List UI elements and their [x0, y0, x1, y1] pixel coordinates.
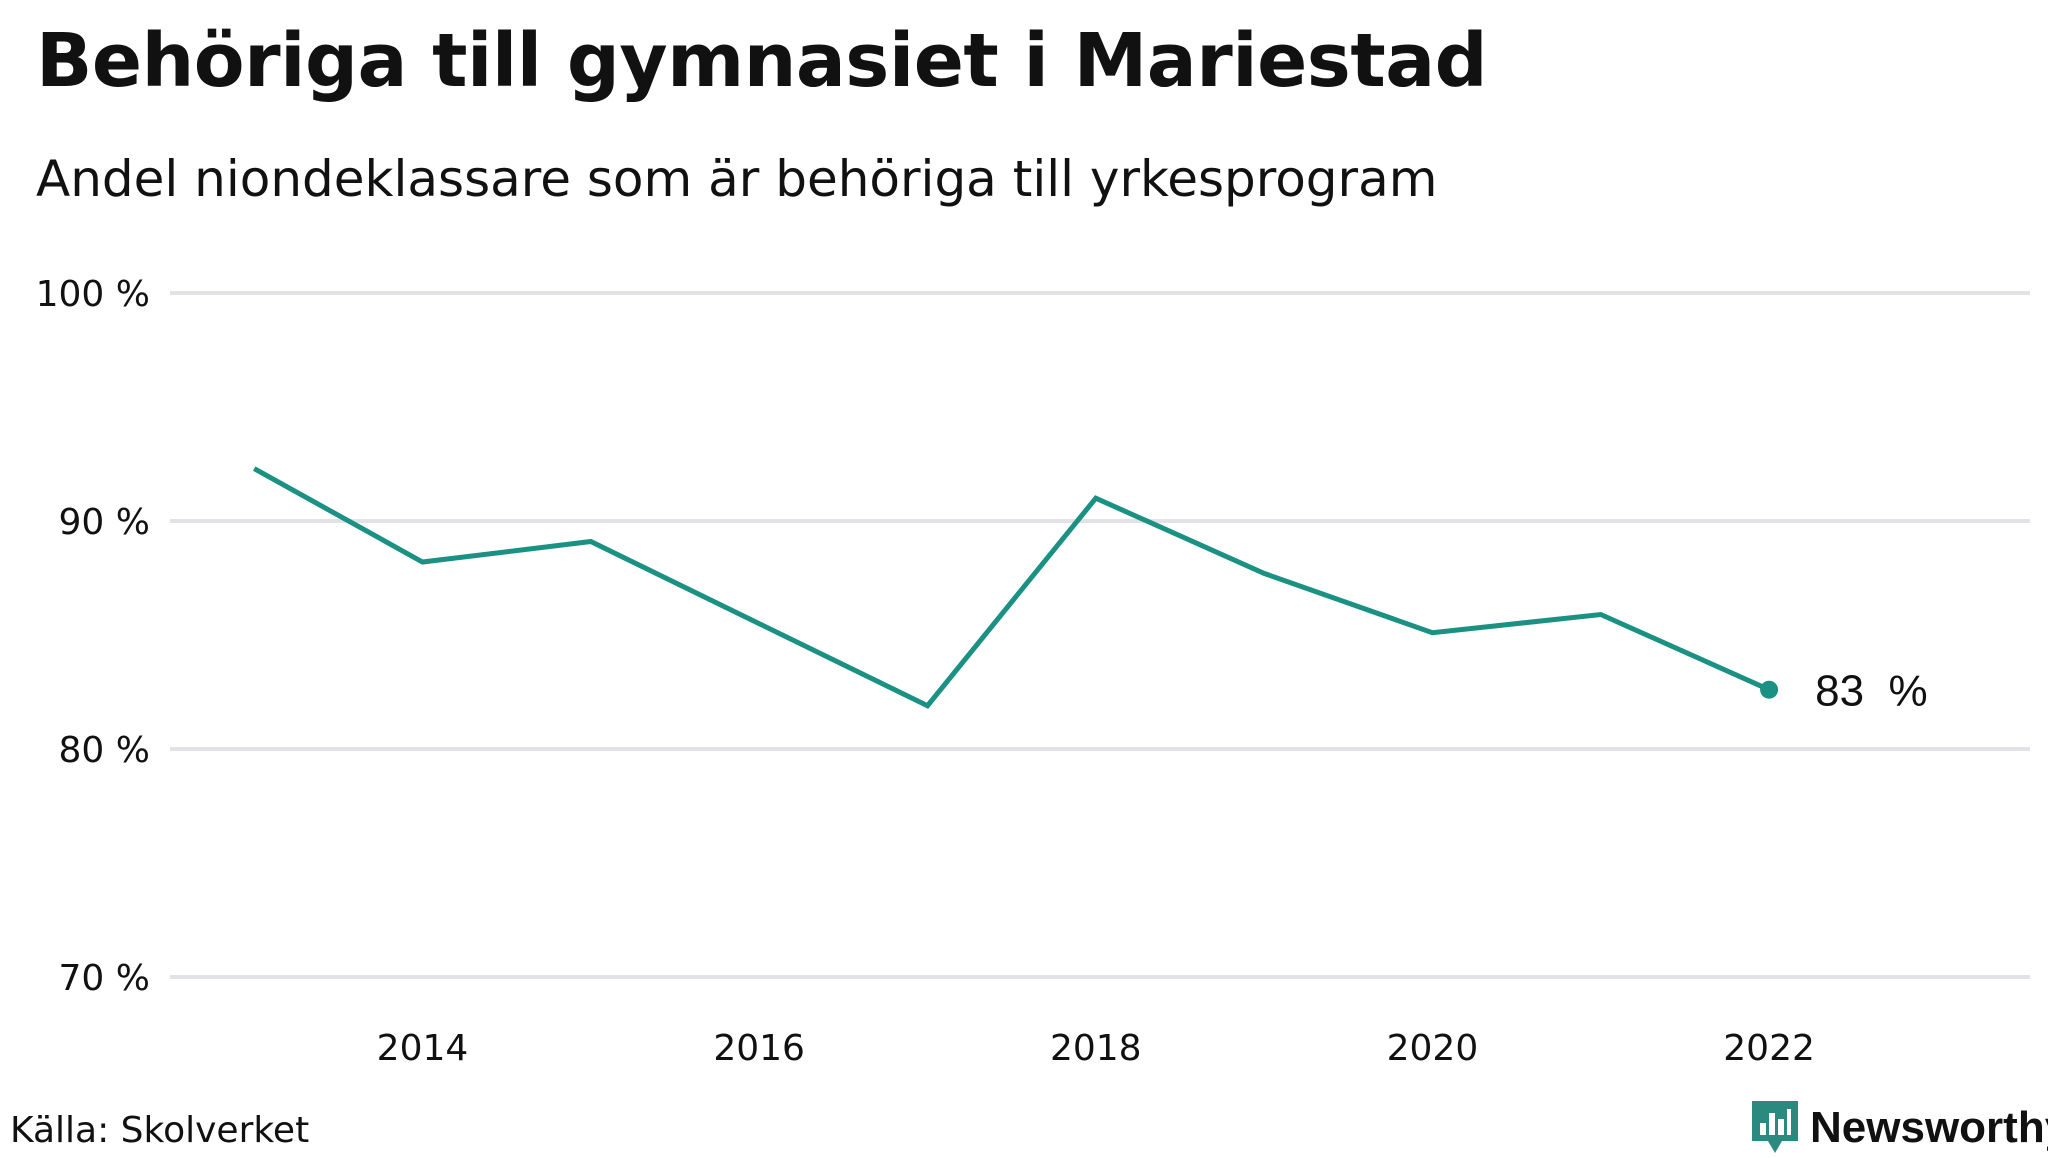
source-note: Källa: Skolverket — [10, 1110, 310, 1151]
y-tick-label: 90 % — [59, 502, 150, 543]
y-tick-label: 70 % — [59, 958, 150, 999]
x-tick-label: 2022 — [1723, 1028, 1815, 1069]
newsworthy-logo-icon — [1752, 1101, 1798, 1153]
brand-logo: Newsworthy — [1752, 1098, 2048, 1158]
x-axis-labels: 2014 2016 2018 2020 2022 — [377, 1028, 1815, 1069]
series-layer: 83 % — [252, 466, 1928, 716]
y-tick-label: 100 % — [36, 274, 150, 315]
x-tick-label: 2018 — [1050, 1028, 1142, 1069]
y-axis-labels: 100 % 90 % 80 % 70 % — [36, 274, 150, 999]
chart-title: Behöriga till gymnasiet i Mariestad — [36, 18, 1488, 104]
series-line — [252, 466, 1771, 709]
y-tick-label: 80 % — [59, 730, 150, 771]
last-point-marker — [1760, 680, 1779, 699]
x-tick-label: 2020 — [1387, 1028, 1479, 1069]
x-tick-label: 2016 — [713, 1028, 805, 1069]
grid-lines — [170, 291, 2030, 979]
brand-name: Newsworthy — [1810, 1103, 2048, 1152]
x-tick-label: 2014 — [377, 1028, 469, 1069]
end-value-label: 83 % — [1815, 667, 1928, 716]
chart-subtitle: Andel niondeklassare som är behöriga til… — [36, 150, 1438, 208]
